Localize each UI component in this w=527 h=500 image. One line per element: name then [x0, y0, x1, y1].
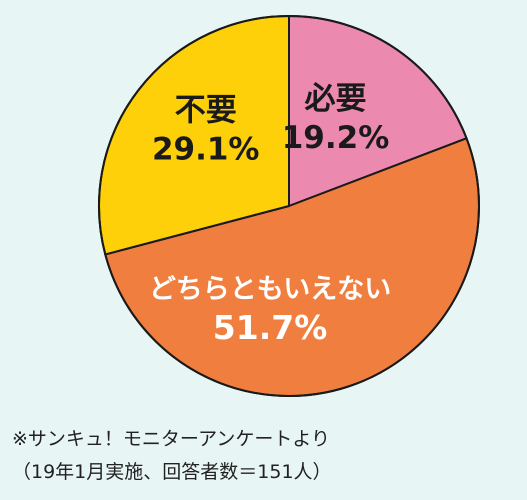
slice-value-fuyou: 29.1% [152, 132, 260, 168]
pie-outline [98, 15, 480, 397]
slice-value-dochira: 51.7% [213, 308, 328, 347]
slice-value-hitsuyou: 19.2% [282, 120, 390, 156]
slice-label-fuyou: 不要 [175, 93, 237, 129]
sample-note: （19年1月実施、回答者数＝151人） [12, 461, 332, 483]
slice-label-dochira: どちらともいえない [149, 274, 391, 305]
slice-label-hitsuyou: 必要 [305, 81, 367, 117]
source-note: ※サンキュ！モニターアンケートより [12, 428, 331, 450]
